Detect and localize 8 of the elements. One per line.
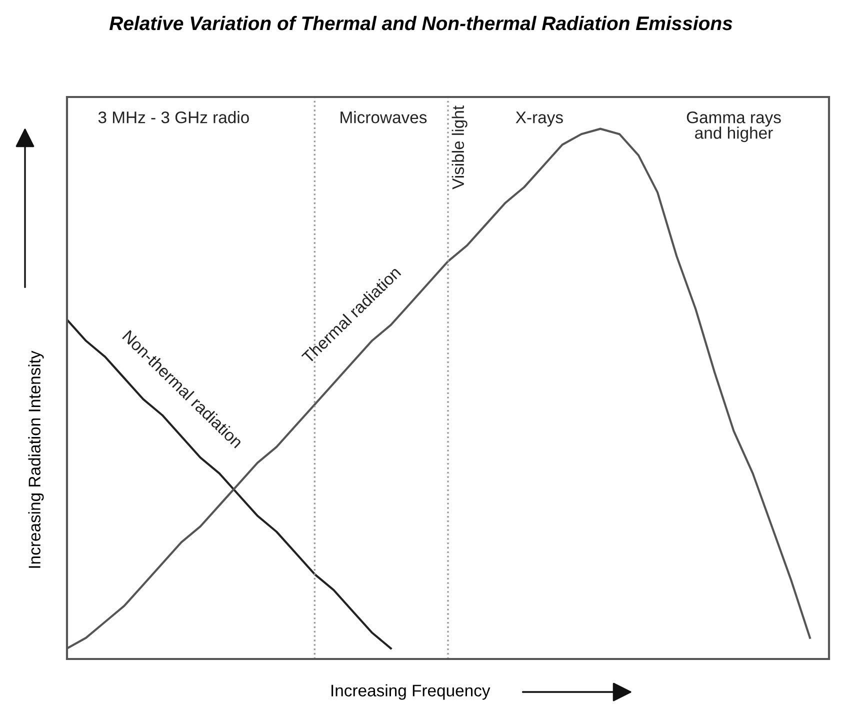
text: 3 MHz - 3 GHz radio xyxy=(98,111,249,124)
text: Microwaves xyxy=(340,111,427,124)
annotation: Gamma rays and higher xyxy=(686,111,781,142)
annotation: Visible light xyxy=(452,106,468,190)
text: X-rays xyxy=(516,112,563,127)
x-axis-title: Increasing Frequency xyxy=(332,684,490,700)
y-axis-title: Increasing Radiation Intensity xyxy=(28,350,44,568)
chart-title: Relative Variation of Thermal and Non-thermal Radiation Emissions xyxy=(109,16,732,30)
